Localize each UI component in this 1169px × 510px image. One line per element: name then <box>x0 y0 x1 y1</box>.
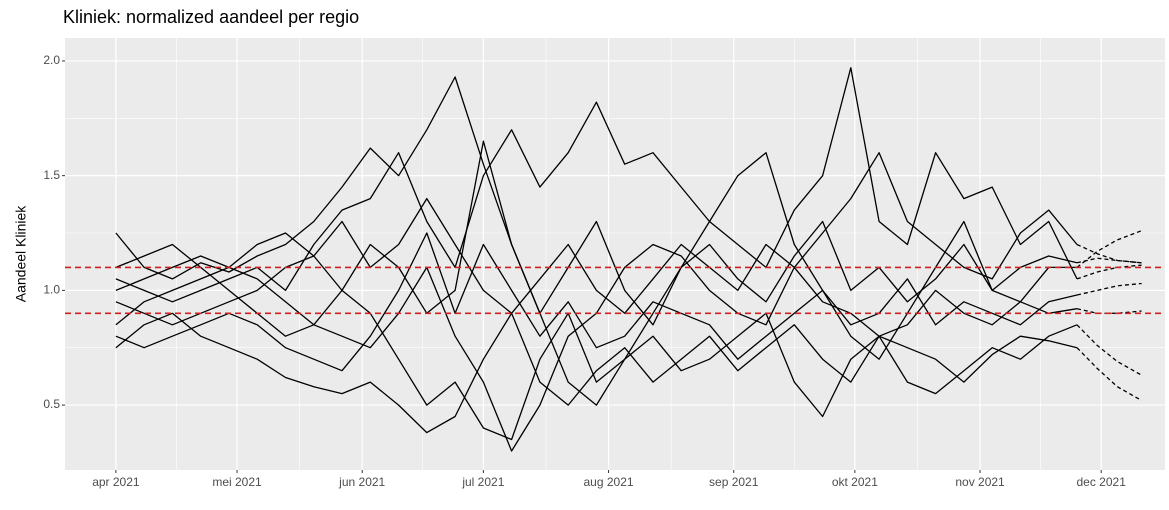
series-line <box>115 152 1078 314</box>
x-tick-label: sep 2021 <box>709 475 759 489</box>
x-tick-label: dec 2021 <box>1077 475 1127 489</box>
x-tick-label: apr 2021 <box>92 475 140 489</box>
series-line <box>115 232 1078 372</box>
x-tick-label: jun 2021 <box>338 475 385 489</box>
x-tick-label: jul 2021 <box>461 475 504 489</box>
projection-line <box>1076 282 1142 296</box>
x-tick-label: mei 2021 <box>212 475 262 489</box>
y-tick-label: 0.5 <box>43 397 60 411</box>
x-tick-label: nov 2021 <box>955 475 1005 489</box>
series-line <box>115 67 1078 303</box>
y-tick-label: 2.0 <box>43 53 60 67</box>
series-line <box>115 140 1077 406</box>
series-line <box>115 255 1078 441</box>
series-line <box>115 312 1078 434</box>
x-tick-label: okt 2021 <box>832 475 878 489</box>
chart-title: Kliniek: normalized aandeel per regio <box>63 7 359 27</box>
y-tick-label: 1.0 <box>43 283 60 297</box>
y-tick-label: 1.5 <box>43 168 60 182</box>
x-tick-label: aug 2021 <box>584 475 634 489</box>
plot-background <box>65 38 1165 470</box>
y-axis-label: Aandeel Kliniek <box>13 205 29 303</box>
projection-line <box>1076 264 1142 280</box>
projection-line <box>1076 347 1142 402</box>
projection-line <box>1076 257 1142 264</box>
projection-line <box>1076 324 1142 376</box>
projection-line <box>1076 230 1142 268</box>
